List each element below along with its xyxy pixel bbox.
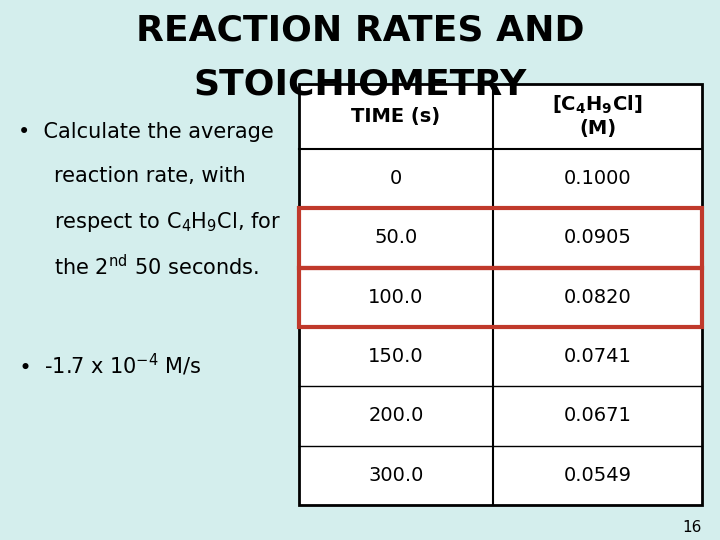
Text: 0.0741: 0.0741 bbox=[564, 347, 631, 366]
Text: the 2$\mathregular{^{nd}}$ 50 seconds.: the 2$\mathregular{^{nd}}$ 50 seconds. bbox=[54, 254, 259, 280]
Bar bbox=[299, 84, 702, 505]
Text: 0.1000: 0.1000 bbox=[564, 169, 631, 188]
Text: 16: 16 bbox=[683, 519, 702, 535]
Text: STOICHIOMETRY: STOICHIOMETRY bbox=[194, 68, 526, 102]
Bar bbox=[299, 268, 702, 327]
Text: 0.0671: 0.0671 bbox=[564, 407, 631, 426]
Bar bbox=[299, 84, 702, 505]
Text: 0.0905: 0.0905 bbox=[564, 228, 631, 247]
Text: $\bullet$  -1.7 x 10$\mathregular{^{-4}}$ M/s: $\bullet$ -1.7 x 10$\mathregular{^{-4}}$… bbox=[18, 352, 202, 378]
Text: 150.0: 150.0 bbox=[368, 347, 424, 366]
Text: 0.0549: 0.0549 bbox=[564, 465, 631, 485]
Text: 100.0: 100.0 bbox=[369, 288, 423, 307]
Text: respect to $\mathregular{C_4H_9}$Cl, for: respect to $\mathregular{C_4H_9}$Cl, for bbox=[54, 210, 281, 234]
Bar bbox=[299, 208, 702, 268]
Text: 0.0820: 0.0820 bbox=[564, 288, 631, 307]
Text: •  Calculate the average: • Calculate the average bbox=[18, 122, 274, 141]
Text: reaction rate, with: reaction rate, with bbox=[54, 166, 246, 186]
Text: 200.0: 200.0 bbox=[369, 407, 423, 426]
Text: 0: 0 bbox=[390, 169, 402, 188]
Text: $\mathregular{[C_4H_9Cl]}$
(M): $\mathregular{[C_4H_9Cl]}$ (M) bbox=[552, 94, 643, 138]
Text: 50.0: 50.0 bbox=[374, 228, 418, 247]
Text: 300.0: 300.0 bbox=[369, 465, 423, 485]
Text: REACTION RATES AND: REACTION RATES AND bbox=[136, 14, 584, 48]
Text: TIME (s): TIME (s) bbox=[351, 107, 441, 126]
